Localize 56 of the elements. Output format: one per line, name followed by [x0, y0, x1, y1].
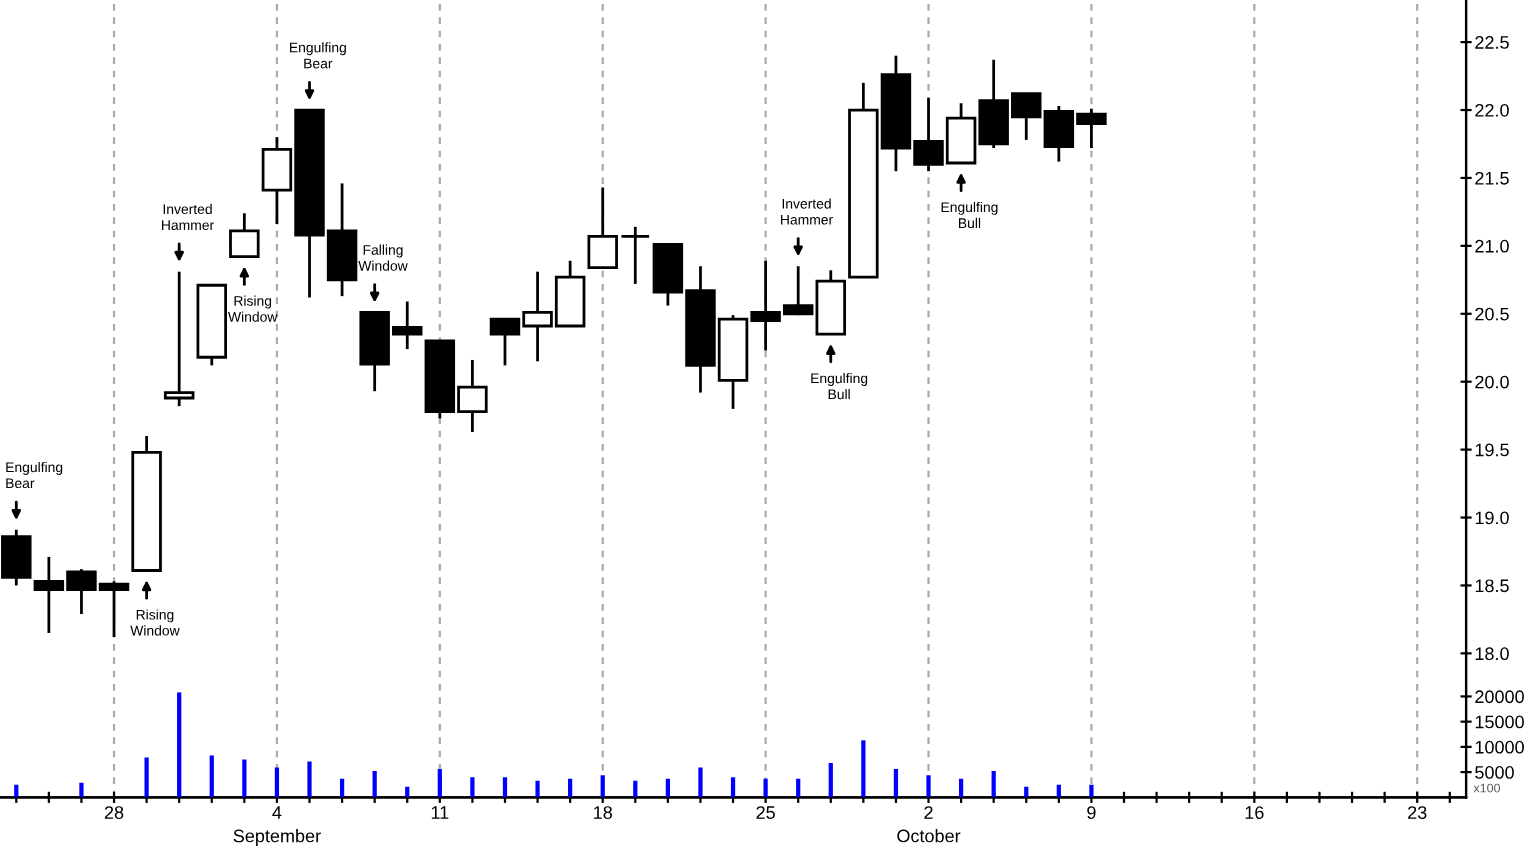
- y-tick-label: 21.5: [1475, 171, 1509, 185]
- y-tick-label: 20.5: [1475, 307, 1509, 321]
- y-tick-label: 18.0: [1475, 647, 1509, 661]
- candlestick: [163, 270, 195, 408]
- bar: [437, 769, 442, 798]
- x-tick-label: 16: [1245, 806, 1264, 819]
- x-tick-label: 9: [1087, 806, 1096, 819]
- bar: [535, 780, 540, 798]
- bar: [79, 782, 84, 798]
- x-tick-label: 2 October: [897, 806, 961, 843]
- bar: [209, 755, 214, 798]
- y-tick-label: 19.0: [1475, 511, 1509, 525]
- bar: [177, 692, 182, 798]
- y-tick-label: 22.5: [1475, 36, 1509, 49]
- bar: [242, 759, 247, 798]
- x-tick-label: 25: [756, 806, 775, 819]
- bar: [274, 767, 280, 798]
- bar: [991, 771, 996, 798]
- bar: [339, 778, 345, 798]
- candlestick: [229, 211, 260, 259]
- y2-tick-label: 10000: [1475, 740, 1524, 754]
- y2-tick-label: 15000: [1475, 715, 1524, 729]
- y2-tick-label: 5000: [1475, 766, 1514, 779]
- x-tick-label: 23: [1408, 806, 1427, 819]
- y-tick-label: 21.0: [1475, 239, 1509, 253]
- x-tick-label: 11: [431, 806, 449, 819]
- bar: [144, 757, 149, 798]
- bar: [861, 740, 866, 798]
- x-tick-label: 28: [104, 806, 124, 819]
- bar: [307, 761, 312, 798]
- x-tick-label: 4 September: [233, 806, 321, 846]
- bar: [372, 771, 377, 798]
- bar: [600, 775, 605, 798]
- y-tick-label: 20.0: [1475, 375, 1509, 389]
- y-tick-label: 18.5: [1475, 579, 1509, 593]
- bar: [14, 784, 19, 798]
- bar: [730, 777, 736, 798]
- bar: [470, 777, 475, 798]
- y-tick-label: 19.5: [1475, 443, 1509, 457]
- bar: [1056, 784, 1061, 798]
- bar: [1089, 784, 1094, 798]
- x-tick-label: 18: [594, 806, 612, 819]
- candlestick: [1, 528, 32, 587]
- bar: [893, 769, 899, 798]
- bar: [502, 777, 508, 798]
- bar: [796, 778, 801, 798]
- bar: [698, 767, 703, 798]
- bar: [763, 778, 768, 798]
- bar: [926, 775, 931, 798]
- y-tick-label: 22.0: [1475, 103, 1509, 117]
- bar: [665, 778, 670, 798]
- bar: [568, 778, 573, 798]
- bar: [633, 780, 638, 798]
- bar: [958, 778, 964, 798]
- bar: [828, 763, 833, 798]
- y2-tick-label: 20000: [1475, 690, 1524, 704]
